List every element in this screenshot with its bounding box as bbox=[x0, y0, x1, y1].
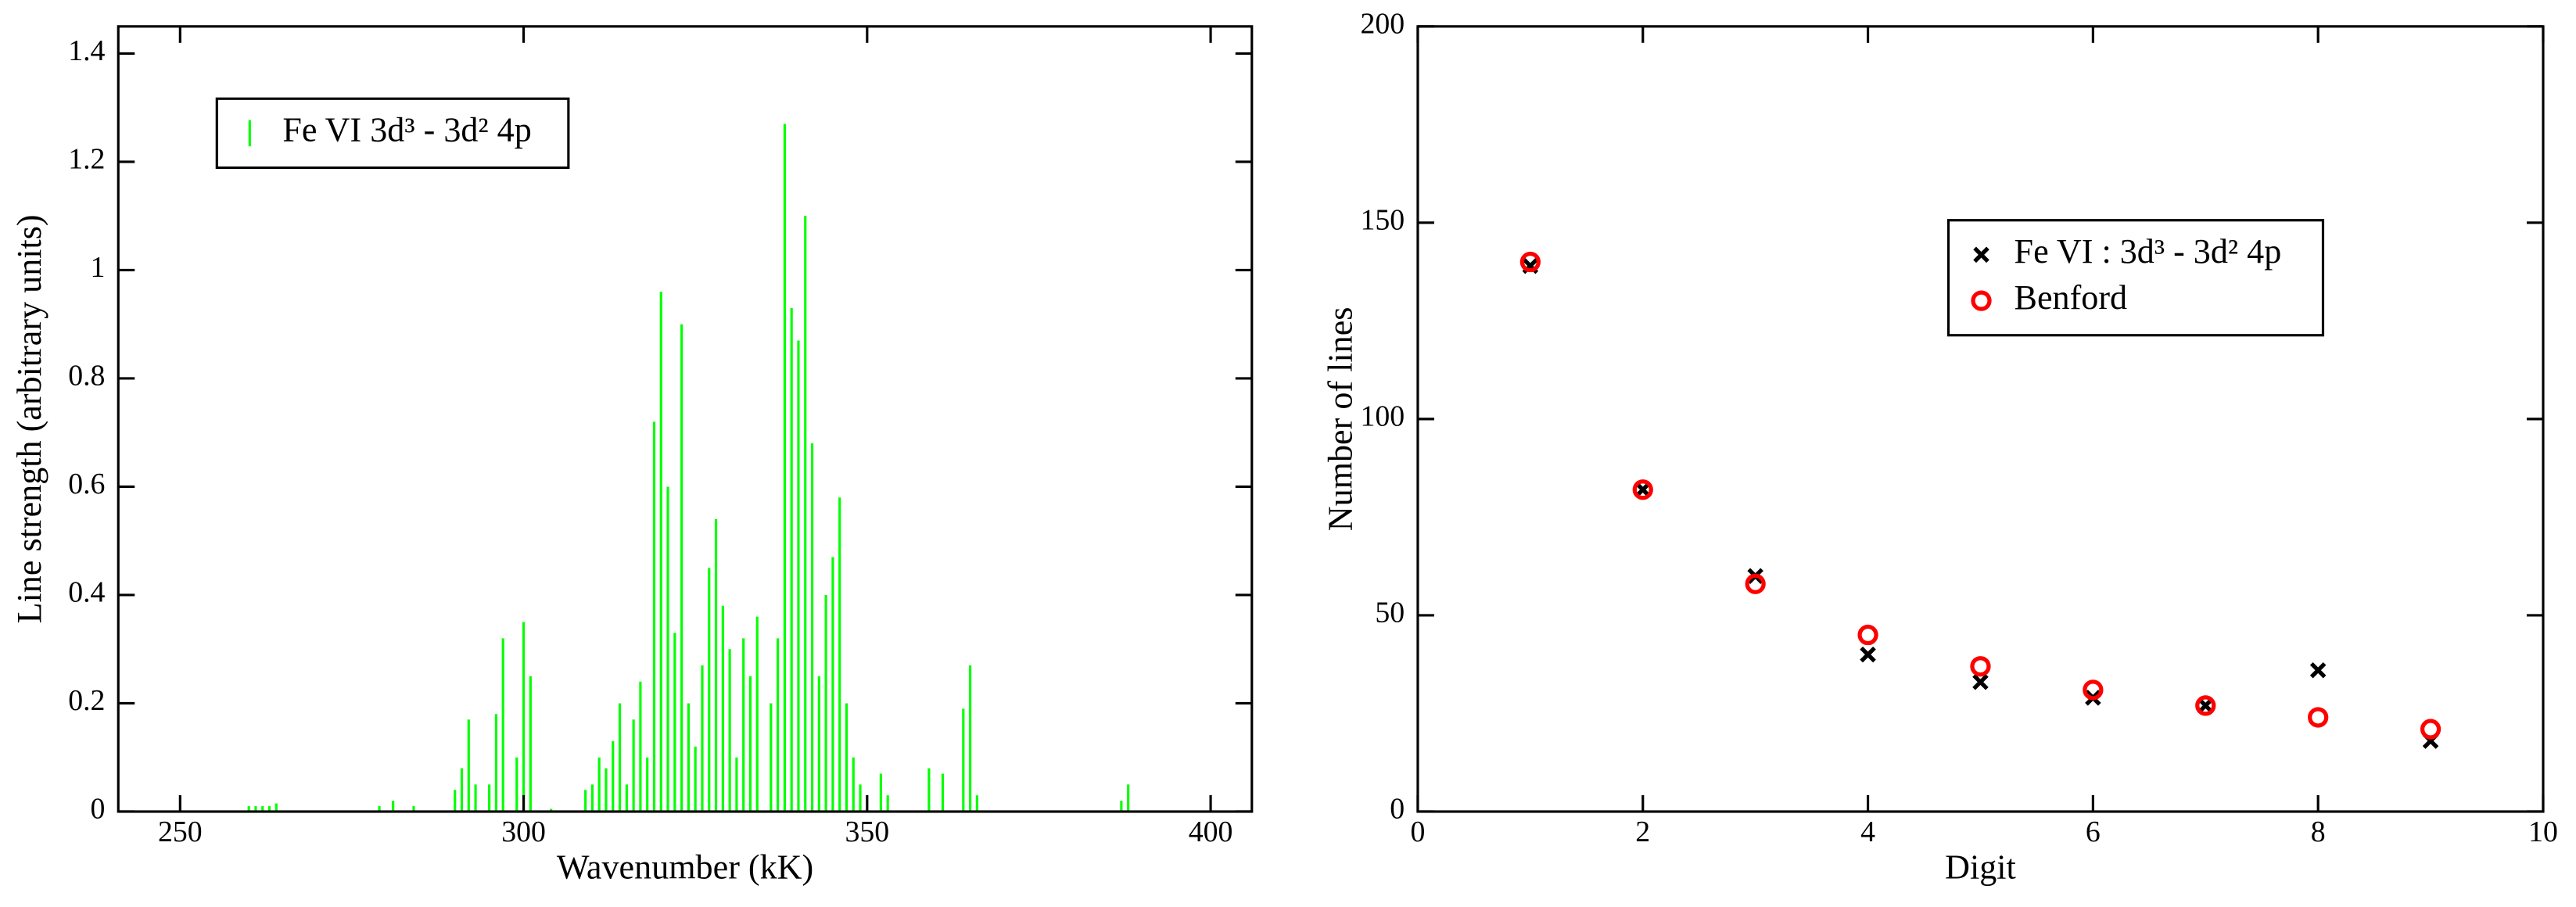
legend-box bbox=[1946, 219, 2325, 337]
circle-marker bbox=[2308, 707, 2329, 728]
x-marker bbox=[2309, 661, 2327, 679]
y-tick-label: 0 bbox=[1390, 793, 1405, 826]
x-marker bbox=[1973, 246, 1989, 263]
x-tick-label: 300 bbox=[501, 816, 546, 848]
circle-marker bbox=[1745, 573, 1766, 594]
x-tick-label: 6 bbox=[2086, 816, 2101, 848]
y-tick-label: 1 bbox=[91, 251, 106, 284]
y-tick-label: 200 bbox=[1360, 7, 1405, 40]
circle-marker bbox=[1632, 479, 1653, 500]
y-axis-label: Line strength (arbitrary units) bbox=[10, 214, 48, 623]
legend: Fe VI : 3d³ - 3d² 4p Benford bbox=[1946, 219, 2325, 337]
y-tick-label: 0.6 bbox=[68, 468, 105, 500]
legend-label: Fe VI : 3d³ - 3d² 4p bbox=[2015, 232, 2282, 271]
x-marker bbox=[1860, 646, 1876, 663]
x-tick-label: 10 bbox=[2528, 816, 2558, 848]
circle-marker bbox=[1971, 290, 1992, 311]
x-tick-label: 8 bbox=[2311, 816, 2326, 848]
plot-frame bbox=[117, 25, 1254, 813]
x-tick-label: 400 bbox=[1189, 816, 1233, 848]
x-tick-label: 350 bbox=[845, 816, 889, 848]
circle-marker bbox=[2083, 679, 2104, 701]
y-axis-label: Number of lines bbox=[1322, 307, 1360, 532]
x-axis-label: Digit bbox=[1945, 848, 2016, 887]
y-tick-label: 1.4 bbox=[68, 34, 105, 67]
y-tick-label: 50 bbox=[1375, 597, 1405, 629]
y-tick-label: 0 bbox=[91, 793, 106, 826]
legend-label: Fe VI 3d³ - 3d² 4p bbox=[282, 110, 531, 149]
circle-marker bbox=[1857, 624, 1878, 646]
circle-marker bbox=[1519, 251, 1541, 273]
plot-frame bbox=[1416, 25, 2545, 813]
y-tick-label: 0.4 bbox=[68, 576, 105, 609]
x-axis-label: Wavenumber (kK) bbox=[557, 848, 813, 887]
circle-marker bbox=[2420, 719, 2441, 740]
y-tick-label: 1.2 bbox=[68, 143, 105, 176]
x-tick-label: 0 bbox=[1411, 816, 1426, 848]
chart: 250 300 350 400 0 0.2 0.4 0.6 0.8 1 1.2 1.4 Wavenumb… bbox=[10, 25, 1254, 887]
circle-marker bbox=[2195, 695, 2216, 716]
legend-box bbox=[215, 97, 570, 170]
legend: Fe VI 3d³ - 3d² 4p bbox=[215, 97, 570, 170]
x-tick-label: 4 bbox=[1860, 816, 1875, 848]
y-tick-label: 150 bbox=[1360, 204, 1405, 237]
x-tick-label: 2 bbox=[1635, 816, 1650, 848]
y-tick-label: 100 bbox=[1360, 400, 1405, 433]
circle-marker bbox=[1970, 656, 1991, 677]
x-marker bbox=[1972, 674, 1989, 690]
y-tick-label: 0.2 bbox=[68, 684, 105, 717]
y-tick-label: 0.8 bbox=[68, 360, 105, 393]
legend-label: Benford bbox=[2015, 278, 2128, 317]
x-tick-label: 250 bbox=[158, 816, 203, 848]
